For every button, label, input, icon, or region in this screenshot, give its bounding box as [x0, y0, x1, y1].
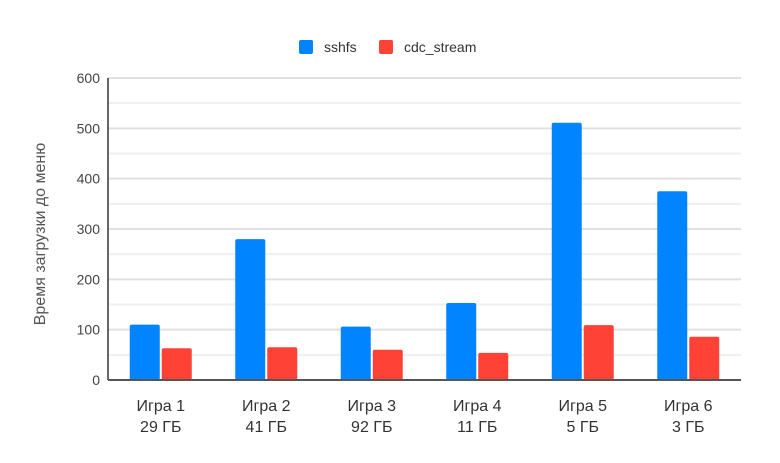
bar-sshfs-3 — [340, 326, 371, 380]
x-tick-label: Игра 4 — [453, 398, 502, 415]
y-tick-label: 200 — [77, 271, 101, 287]
x-tick-label: Игра 2 — [242, 398, 291, 415]
bar-cdc_stream-3 — [372, 349, 403, 380]
bar-cdc_stream-6 — [689, 336, 720, 380]
axes — [107, 78, 741, 381]
bar-sshfs-5 — [551, 122, 582, 381]
x-tick-label: 3 ГБ — [672, 419, 705, 436]
x-tick-label: Игра 1 — [137, 398, 186, 415]
x-tick-label: Игра 6 — [664, 398, 713, 415]
x-tick-label: 92 ГБ — [351, 419, 392, 436]
y-tick-label: 100 — [77, 322, 101, 338]
y-tick-label: 600 — [77, 70, 101, 86]
legend-swatch-sshfs — [299, 40, 313, 54]
bar-sshfs-2 — [235, 239, 266, 380]
legend-label-sshfs: sshfs — [324, 39, 357, 55]
bars — [129, 122, 720, 381]
gridlines — [108, 77, 741, 381]
x-tick-label: 29 ГБ — [140, 419, 181, 436]
bar-sshfs-1 — [129, 324, 160, 380]
legend: sshfs cdc_stream — [299, 39, 476, 55]
y-tick-label: 300 — [77, 221, 101, 237]
bar-cdc_stream-2 — [267, 347, 298, 380]
y-axis-label: Время загрузки до меню — [32, 143, 49, 326]
x-tick-labels: Игра 1 29 ГБ Игра 2 41 ГБ Игра 3 92 ГБ Игра 4 1… — [137, 398, 713, 436]
y-tick-label: 400 — [77, 171, 101, 187]
legend-swatch-cdc_stream — [379, 40, 393, 54]
bar-sshfs-6 — [657, 191, 688, 380]
x-tick-label: Игра 5 — [559, 398, 608, 415]
bar-sshfs-4 — [446, 302, 477, 380]
x-tick-label: Игра 3 — [348, 398, 397, 415]
bar-cdc_stream-5 — [583, 325, 614, 380]
x-tick-label: 5 ГБ — [566, 419, 599, 436]
legend-label-cdc_stream: cdc_stream — [404, 39, 476, 55]
x-tick-label: 41 ГБ — [246, 419, 287, 436]
y-tick-label: 500 — [77, 120, 101, 136]
bar-cdc_stream-4 — [478, 352, 509, 380]
y-tick-labels: 0 100 200 300 400 500 600 — [77, 70, 101, 388]
bar-cdc_stream-1 — [161, 348, 192, 380]
y-tick-label: 0 — [92, 372, 100, 388]
x-tick-label: 11 ГБ — [457, 419, 497, 436]
